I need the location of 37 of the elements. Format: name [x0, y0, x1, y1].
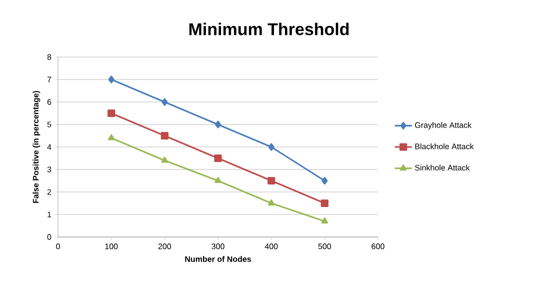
point — [108, 76, 114, 84]
point — [162, 98, 168, 106]
x-tick-label: 0 — [56, 244, 60, 250]
y-tick-label: 5 — [47, 122, 52, 128]
chart-title: Minimum Threshold — [189, 22, 349, 36]
y-tick-label: 6 — [47, 99, 52, 105]
point — [214, 176, 222, 184]
x-tick-label: 100 — [105, 244, 118, 250]
y-tick-label: 3 — [47, 166, 52, 172]
point — [108, 134, 115, 140]
y-tick-label: 1 — [48, 212, 52, 218]
point — [322, 176, 328, 185]
y-axis-title: False Positive (in percentage) — [32, 90, 40, 203]
point — [320, 199, 328, 208]
point — [108, 109, 116, 118]
y-tick-label: 2 — [47, 189, 52, 195]
point — [268, 176, 276, 185]
y-tick-label: 4 — [47, 144, 52, 150]
point — [268, 143, 274, 151]
point — [214, 120, 222, 128]
x-axis-title: Number of Nodes — [185, 256, 252, 262]
legend-label: Sinkhole Attack — [415, 164, 470, 171]
point — [161, 156, 168, 163]
x-tick-label: 500 — [318, 244, 332, 250]
point — [160, 132, 168, 140]
x-tick-label: 200 — [158, 244, 172, 250]
point — [268, 199, 275, 206]
legend-label: Grayhole Attack — [415, 122, 472, 130]
legend-label: Blackhole Attack — [415, 143, 474, 150]
x-tick-label: 300 — [212, 244, 224, 250]
point — [321, 217, 328, 224]
y-tick-label: 7 — [47, 76, 52, 82]
y-tick-label: 0 — [47, 234, 52, 240]
x-tick-label: 600 — [372, 244, 384, 250]
y-tick-label: 8 — [47, 54, 52, 60]
point — [214, 154, 222, 162]
x-tick-label: 400 — [264, 244, 278, 250]
